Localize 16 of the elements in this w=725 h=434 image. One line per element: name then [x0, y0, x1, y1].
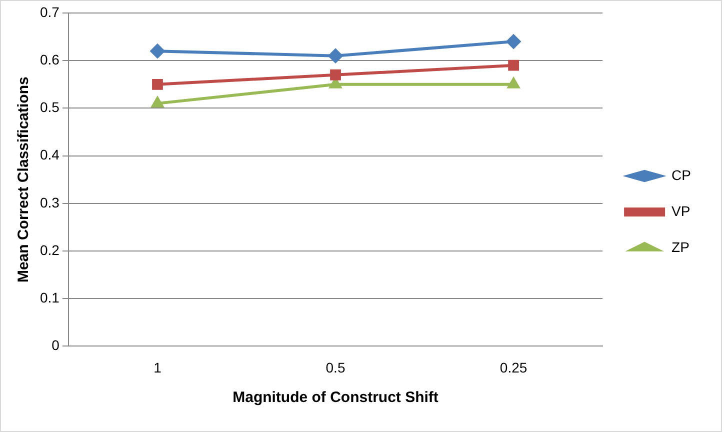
x-tick-label: 0.5: [326, 359, 346, 376]
x-tick-label: 0.25: [500, 359, 528, 376]
y-tick-label: 0.6: [40, 51, 60, 68]
y-axis-title: Mean Correct Classifications: [15, 76, 32, 283]
y-tick-label: 0.2: [40, 242, 60, 258]
y-tick-label: 0.1: [40, 289, 60, 306]
legend-label: CP: [672, 166, 692, 183]
legend-label: ZP: [672, 238, 690, 255]
y-tick-label: 0.7: [40, 4, 60, 20]
x-axis-title: Magnitude of Construct Shift: [232, 389, 438, 406]
y-tick-label: 0: [52, 337, 60, 354]
y-tick-label: 0.5: [40, 99, 60, 116]
x-tick-label: 1: [154, 359, 162, 376]
legend-label: VP: [672, 202, 690, 219]
y-tick-label: 0.4: [40, 146, 60, 163]
y-tick-label: 0.3: [40, 194, 60, 210]
